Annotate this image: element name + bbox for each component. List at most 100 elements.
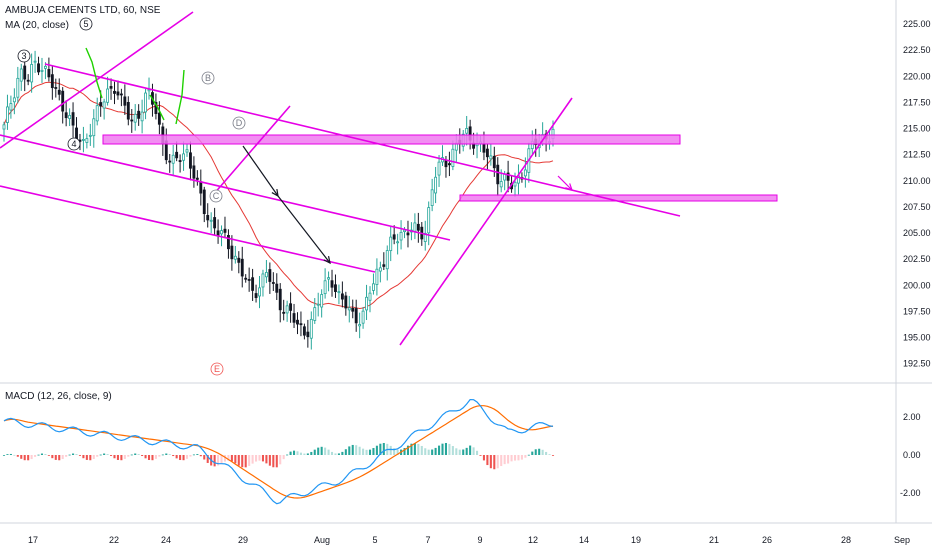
time-tick-label: 26 (762, 535, 772, 545)
macd-histogram-bar (58, 455, 61, 461)
candle-body (182, 153, 185, 161)
candle-body (499, 181, 503, 188)
candle-body (523, 169, 527, 177)
macd-histogram-bar (389, 445, 392, 455)
candle-body (226, 235, 230, 250)
macd-histogram-bar (476, 450, 479, 455)
candle-body (496, 164, 500, 185)
candle-body (216, 230, 220, 236)
macd-histogram-bar (513, 455, 517, 461)
candle-body (126, 102, 130, 120)
price-tick-label: 217.50 (903, 97, 931, 107)
wave-label-b: B (205, 73, 211, 83)
candle-body (296, 319, 299, 325)
wave-label-d: D (236, 118, 243, 128)
macd-histogram-bar (82, 455, 85, 459)
macd-histogram-bar (16, 455, 19, 457)
price-tick-label: 202.50 (903, 254, 931, 264)
candle-body (506, 172, 510, 181)
macd-histogram-bar (355, 445, 358, 455)
candle-body (71, 112, 75, 126)
candle-body (323, 280, 327, 295)
macd-histogram-bar (241, 455, 244, 468)
macd-histogram-bar (92, 455, 95, 459)
macd-histogram-bar (455, 448, 458, 455)
price-tick-label: 220.00 (903, 71, 931, 81)
candle-body (261, 273, 265, 288)
candle-body (399, 231, 403, 241)
macd-histogram-bar (213, 455, 216, 467)
macd-histogram-bar (168, 454, 171, 455)
macd-histogram-bar (144, 455, 147, 459)
macd-histogram-bar (548, 454, 551, 455)
candle-body (64, 112, 68, 119)
macd-histogram-bar (89, 455, 92, 461)
macd-histogram-bar (44, 453, 47, 455)
candle-body (12, 97, 16, 103)
macd-histogram-bar (272, 455, 275, 468)
candle-body (47, 69, 51, 78)
candle-body (85, 138, 89, 143)
macd-histogram-bar (372, 448, 375, 455)
macd-histogram-bar (396, 449, 399, 455)
candle-body (199, 181, 203, 194)
candle-body (372, 283, 375, 291)
macd-histogram-bar (279, 455, 282, 465)
macd-histogram-bar (551, 455, 555, 456)
macd-histogram-bar (68, 454, 71, 456)
candle-body (185, 149, 189, 153)
candle-body (337, 291, 341, 294)
candle-body (313, 307, 317, 321)
macd-histogram-bar (123, 455, 126, 459)
macd-histogram-bar (375, 445, 378, 455)
macd-histogram-bar (6, 454, 9, 455)
macd-histogram-bar (196, 454, 199, 455)
target-arrow-head (565, 183, 573, 191)
macd-histogram-bar (75, 454, 78, 455)
macd-histogram-bar (293, 450, 296, 455)
macd-histogram-bar (303, 453, 306, 455)
macd-histogram-bar (545, 451, 548, 455)
macd-histogram-bar (51, 455, 54, 459)
candle-body (102, 101, 106, 109)
macd-histogram-bar (496, 455, 499, 469)
wave-label-5: 5 (83, 19, 88, 29)
candle-body (168, 160, 172, 163)
ma-legend[interactable]: MA (20, close) (5, 20, 69, 31)
macd-histogram-bar (493, 455, 496, 470)
candle-body (251, 277, 255, 291)
wave-label-3-circle (17, 49, 31, 63)
macd-histogram-bar (127, 455, 130, 457)
falling-channel-upper-line (44, 63, 681, 217)
macd-histogram-bar (330, 451, 334, 455)
chart-title: AMBUJA CEMENTS LTD, 60, NSE (5, 5, 161, 16)
macd-histogram-bar (289, 451, 292, 455)
macd-histogram-bar (30, 455, 33, 460)
candle-body (33, 60, 37, 63)
candle-body (99, 102, 103, 107)
macd-legend[interactable]: MACD (12, 26, close, 9) (5, 391, 112, 402)
time-tick-label: 24 (161, 535, 171, 545)
candle-body (140, 111, 144, 122)
price-tick-label: 195.00 (903, 333, 931, 343)
candle-body (206, 215, 210, 221)
macd-histogram-bar (510, 455, 513, 462)
candle-body (202, 189, 206, 215)
time-tick-label: Aug (314, 535, 330, 545)
time-tick-label: 19 (631, 535, 641, 545)
candle-body (213, 217, 217, 229)
macd-histogram-bar (358, 446, 361, 455)
candle-body (489, 155, 493, 160)
rising-trendline (399, 97, 573, 346)
macd-histogram-bar (106, 454, 109, 455)
candle-body (485, 148, 489, 158)
candle-body (92, 118, 96, 137)
macd-histogram-bar (410, 443, 413, 455)
macd-histogram-bar (141, 455, 144, 456)
candle-body (427, 207, 431, 234)
macd-histogram-bar (192, 454, 195, 456)
macd-histogram-bar (520, 455, 523, 460)
macd-histogram-bar (158, 455, 161, 457)
candle-body (354, 308, 358, 324)
